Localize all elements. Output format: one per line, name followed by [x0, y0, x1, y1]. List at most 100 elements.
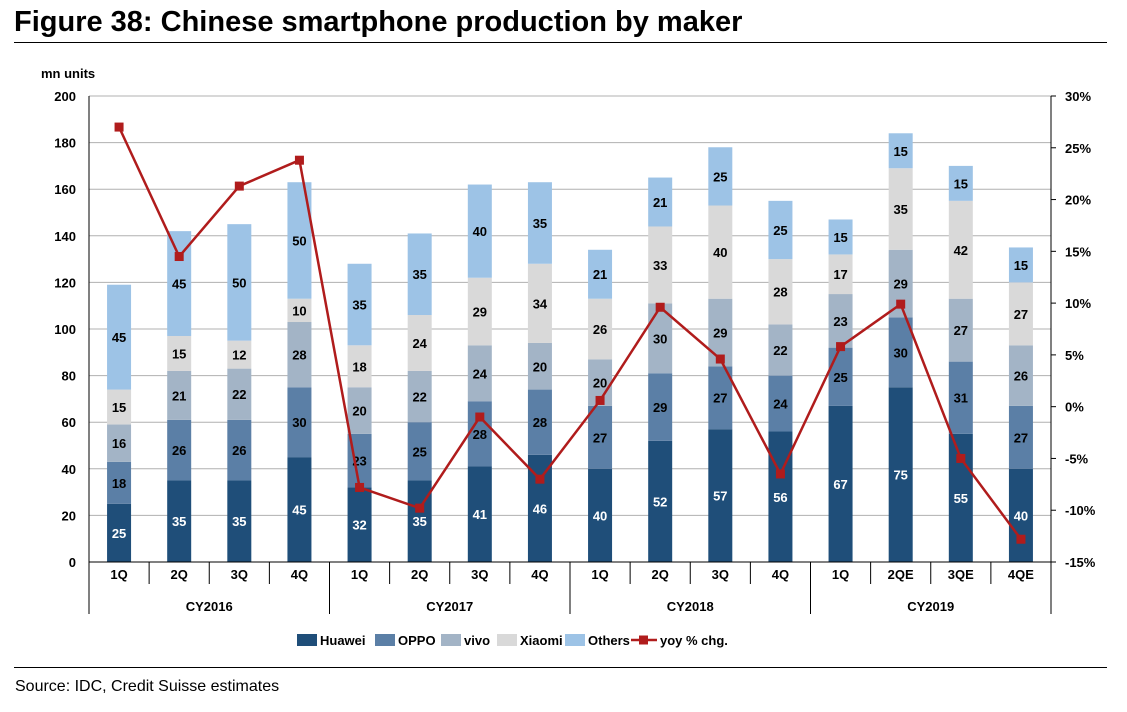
bar-segment-oppo: [227, 419, 252, 481]
bar-segment-vivo: [107, 424, 132, 462]
legend-label: yoy % chg.: [660, 633, 728, 648]
title-rule: [14, 42, 1107, 43]
yoy-marker: [355, 482, 365, 492]
data-label-vivo: 16: [112, 436, 126, 451]
bar-segment-huawei: [227, 480, 252, 562]
data-label-oppo: 26: [232, 443, 246, 458]
data-label-xiaomi: 27: [1014, 307, 1028, 322]
legend-label: vivo: [464, 633, 490, 648]
yoy-marker: [896, 299, 906, 309]
data-label-huawei: 40: [1014, 508, 1028, 523]
bar-segment-huawei: [347, 487, 372, 562]
bar-segment-others: [407, 233, 432, 316]
data-label-huawei: 55: [954, 491, 968, 506]
data-label-oppo: 27: [593, 430, 607, 445]
yoy-line-path: [117, 126, 1022, 540]
bar-segment-oppo: [167, 419, 192, 481]
x-tick-label: 1Q: [832, 567, 849, 582]
data-label-others: 25: [773, 223, 787, 238]
data-label-xiaomi: 18: [352, 359, 366, 374]
bar-segment-xiaomi: [828, 254, 853, 295]
bar-segment-vivo: [467, 345, 492, 402]
data-label-huawei: 41: [473, 507, 487, 522]
bar-segment-xiaomi: [768, 259, 793, 325]
y2-tick-label: 20%: [1065, 193, 1091, 208]
x-tick-label: 2Q: [411, 567, 428, 582]
data-label-xiaomi: 28: [773, 285, 787, 300]
data-label-others: 21: [593, 267, 607, 282]
data-label-vivo: 23: [833, 314, 847, 329]
y-axis-unit-label: mn units: [41, 66, 95, 81]
yoy-line: [114, 122, 1026, 544]
figure-title: Figure 38: Chinese smartphone production…: [14, 6, 743, 38]
data-label-vivo: 20: [593, 376, 607, 391]
source-rule: [14, 667, 1107, 668]
y-tick-label: 40: [62, 462, 76, 477]
bar-segment-oppo: [948, 361, 973, 434]
bar-segment-others: [708, 147, 733, 206]
bar-segment-xiaomi: [948, 200, 973, 299]
data-label-xiaomi: 40: [713, 245, 727, 260]
data-label-vivo: 30: [653, 331, 667, 346]
data-label-others: 35: [412, 267, 426, 282]
data-label-oppo: 25: [412, 444, 426, 459]
data-label-others: 15: [833, 230, 847, 245]
bar-segment-oppo: [527, 389, 552, 455]
data-label-oppo: 28: [473, 427, 487, 442]
data-label-huawei: 56: [773, 490, 787, 505]
data-label-others: 50: [232, 275, 246, 290]
data-label-vivo: 22: [773, 343, 787, 358]
bar-segment-huawei: [107, 503, 132, 562]
y-tick-label: 20: [62, 508, 76, 523]
data-label-vivo: 26: [1014, 369, 1028, 384]
data-label-others: 35: [533, 216, 547, 231]
yoy-marker: [174, 252, 184, 262]
bar-segment-oppo: [888, 317, 913, 388]
y2-tick-label: 5%: [1065, 348, 1084, 363]
bar-segment-oppo: [588, 405, 613, 469]
legend-swatch: [441, 634, 461, 646]
legend-label: Huawei: [320, 633, 366, 648]
data-label-vivo: 21: [172, 388, 186, 403]
legend-label: Xiaomi: [520, 633, 563, 648]
group-label: CY2018: [667, 599, 714, 614]
bar-segment-vivo: [167, 370, 192, 420]
data-label-oppo: 30: [292, 415, 306, 430]
bar-segment-xiaomi: [167, 335, 192, 371]
y-tick-label: 80: [62, 369, 76, 384]
x-tick-label: 2QE: [888, 567, 914, 582]
bar-segment-huawei: [167, 480, 192, 562]
data-label-huawei: 46: [533, 501, 547, 516]
data-label-xiaomi: 42: [954, 243, 968, 258]
bar-segment-oppo: [287, 387, 312, 458]
bar-segment-vivo: [768, 324, 793, 376]
yoy-marker: [655, 302, 665, 312]
x-tick-label: 2Q: [652, 567, 669, 582]
data-label-others: 15: [1014, 258, 1028, 273]
data-label-huawei: 40: [593, 508, 607, 523]
bar-segment-xiaomi: [1008, 282, 1033, 346]
data-label-xiaomi: 35: [893, 202, 907, 217]
data-label-others: 21: [653, 195, 667, 210]
y2-tick-label: -15%: [1065, 555, 1096, 570]
bar-segment-huawei: [648, 440, 673, 562]
bar-segment-oppo: [407, 422, 432, 481]
x-tick-label: 3Q: [712, 567, 729, 582]
bar-segment-others: [1008, 247, 1033, 283]
y-tick-label: 140: [54, 229, 76, 244]
x-tick-label: 1Q: [591, 567, 608, 582]
legend-swatch: [297, 634, 317, 646]
yoy-marker: [775, 469, 785, 479]
data-label-vivo: 29: [713, 325, 727, 340]
data-label-xiaomi: 24: [412, 336, 427, 351]
data-label-vivo: 22: [412, 390, 426, 405]
y2-tick-label: 30%: [1065, 89, 1091, 104]
x-tick-label: 1Q: [351, 567, 368, 582]
data-label-huawei: 35: [232, 514, 246, 529]
axes: 0 20 40 60 80 100 120 140 160 180 200 mn units 30% 25…: [41, 66, 1096, 614]
data-label-others: 50: [292, 233, 306, 248]
bar-segment-others: [768, 200, 793, 260]
bar-segment-xiaomi: [107, 389, 132, 425]
x-tick-label: 3QE: [948, 567, 974, 582]
data-label-others: 45: [112, 330, 126, 345]
